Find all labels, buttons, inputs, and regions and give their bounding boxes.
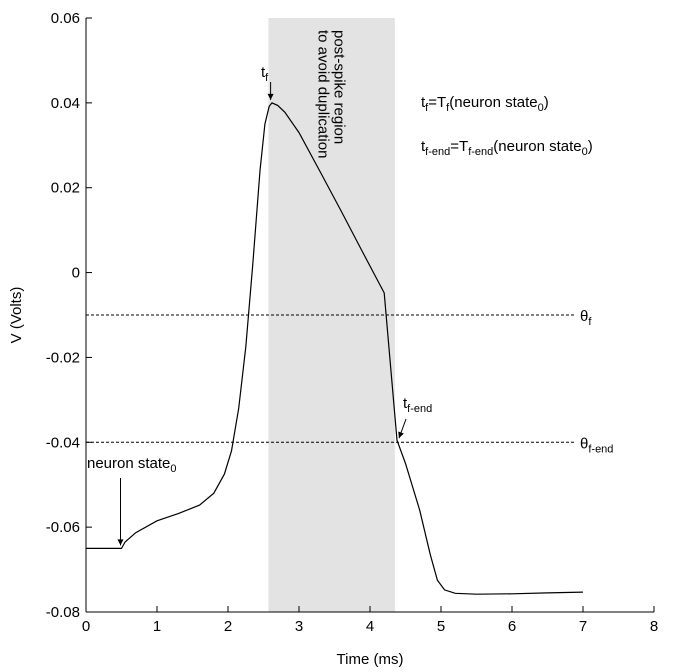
x-tick-label: 0: [82, 618, 90, 635]
x-tick-label: 5: [437, 618, 445, 635]
marker-label-tf-end: tf-end: [403, 395, 432, 415]
threshold-lines: θf θf-end: [86, 308, 613, 455]
marker-label-tf: tf: [261, 64, 269, 84]
region-label-line: post-spike region: [331, 30, 348, 144]
marker-arrowhead: [267, 93, 274, 100]
equation: tf=Tf(neuron state0): [421, 94, 549, 114]
x-tick-label: 4: [366, 618, 374, 635]
threshold-label: θf: [580, 308, 592, 328]
y-tick-label: 0: [72, 265, 80, 282]
marker-arrowhead: [117, 539, 124, 546]
y-axis-label: V (Volts): [8, 287, 25, 344]
equation: tf-end=Tf-end(neuron state0): [421, 138, 593, 158]
y-tick-label: 0.04: [51, 95, 80, 112]
x-tick-label: 8: [650, 618, 658, 635]
x-tick-label: 6: [508, 618, 516, 635]
voltage-trace: [86, 102, 584, 595]
series: [86, 102, 584, 595]
x-tick-label: 2: [224, 618, 232, 635]
markers: neuron state0 tf tf-end: [87, 64, 432, 546]
equations: tf=Tf(neuron state0) tf-end=Tf-end(neuron…: [421, 94, 593, 158]
x-tick-label: 1: [153, 618, 161, 635]
region-label-line: to avoid duplication: [315, 30, 332, 158]
y-tick-label: 0.06: [51, 10, 80, 27]
x-axis-label: Time (ms): [337, 651, 404, 668]
y-tick-label: -0.04: [46, 434, 80, 451]
axes: 0 1 2 3 4 5 6 7 8 -0.08 -0.06 -0.04 -0.02 0 0.02 0.04 0.…: [46, 10, 658, 635]
threshold-label: θf-end: [580, 435, 613, 455]
y-tick-label: -0.06: [46, 519, 80, 536]
x-tick-label: 3: [295, 618, 303, 635]
y-tick-label: -0.02: [46, 349, 80, 366]
y-tick-label: -0.08: [46, 604, 80, 621]
marker-arrowhead: [398, 431, 404, 439]
x-tick-label: 7: [579, 618, 587, 635]
marker-label-neuron-state: neuron state0: [87, 455, 177, 475]
y-tick-label: 0.02: [51, 180, 80, 197]
